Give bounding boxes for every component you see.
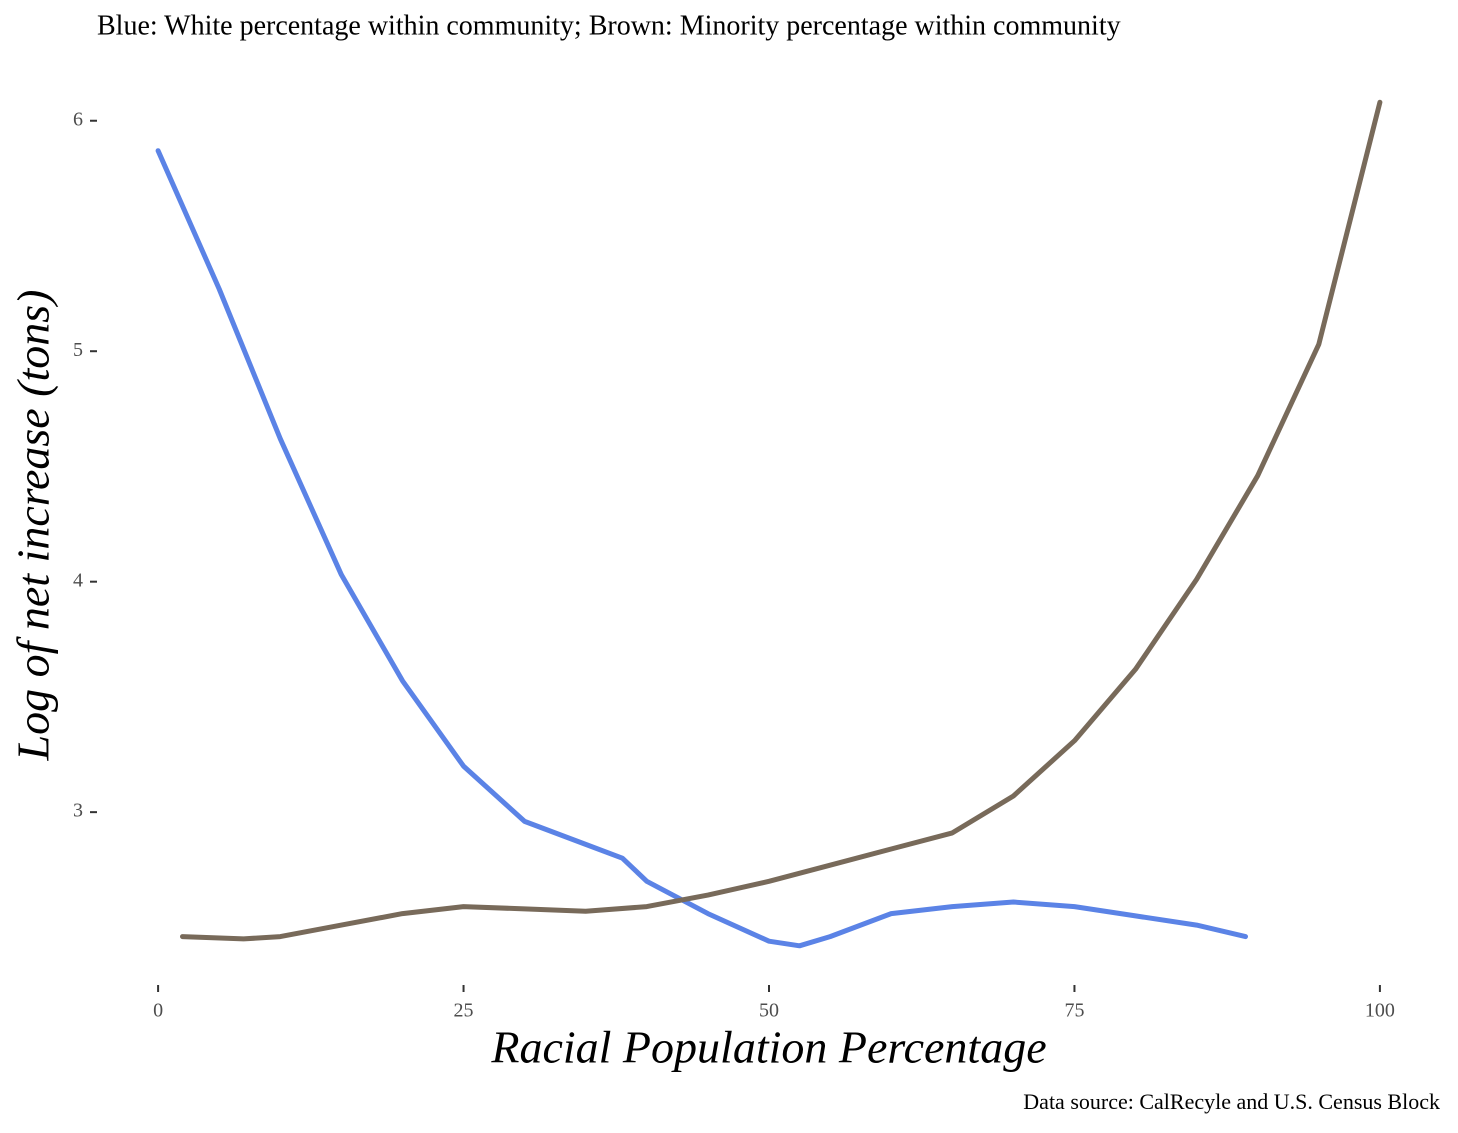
data-line [155,148,1248,949]
y-tick-label: 6 [73,108,83,130]
y-tick-label: 3 [73,800,83,822]
x-tick-label: 25 [454,1000,474,1022]
y-axis-label: Log of net increase (tons) [8,289,59,761]
x-tick-label: 0 [153,1000,163,1022]
x-tick-label: 75 [1064,1000,1084,1022]
y-tick-label: 4 [73,569,83,591]
x-axis-label: Racial Population Percentage [490,1022,1046,1073]
caption: Data source: CalRecyle and U.S. Census B… [1023,1089,1440,1114]
data-line [180,99,1383,942]
x-tick-label: 100 [1365,1000,1395,1022]
chart-title: Blue: White percentage within community;… [97,10,1121,41]
x-tick-label: 50 [759,1000,779,1022]
y-tick-label: 5 [73,339,83,361]
